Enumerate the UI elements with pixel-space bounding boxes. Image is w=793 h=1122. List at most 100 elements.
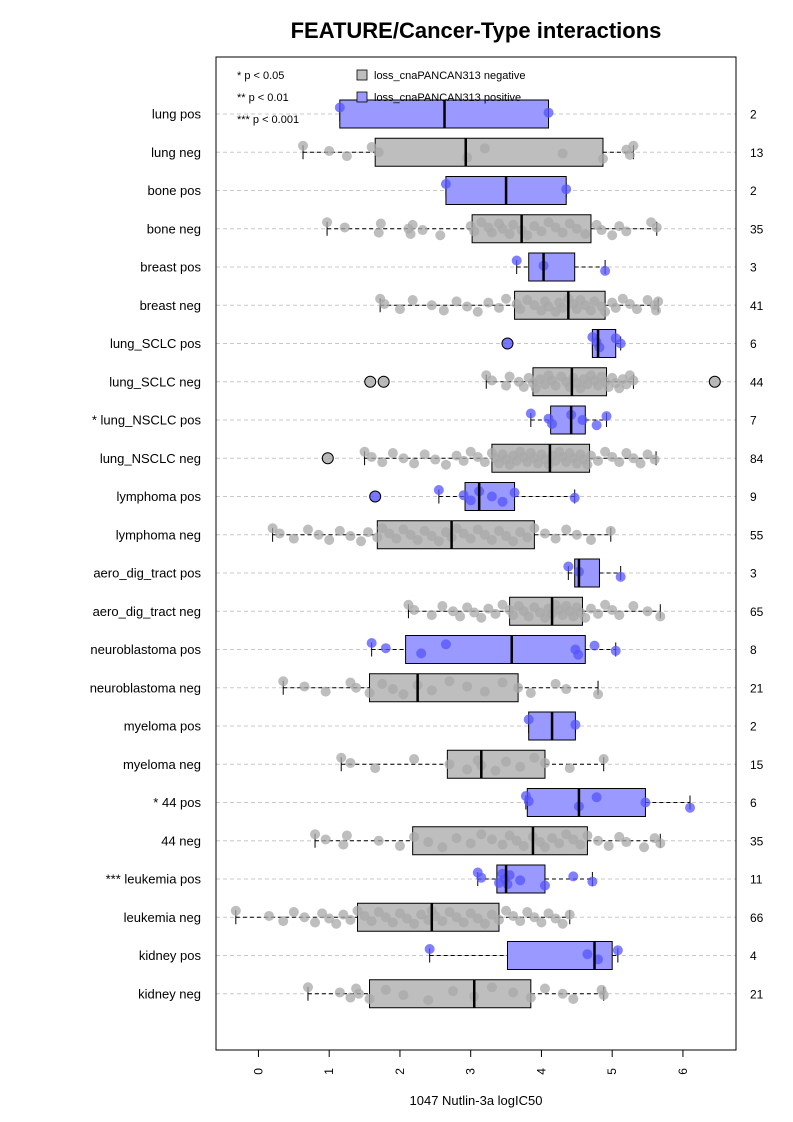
- category-label: leukemia neg: [124, 910, 201, 925]
- data-point: [515, 527, 526, 538]
- data-point: [635, 458, 646, 469]
- data-point: [642, 606, 653, 617]
- data-point: [476, 872, 487, 883]
- count-label: 41: [750, 299, 764, 313]
- data-point: [409, 918, 420, 929]
- data-point: [582, 949, 593, 960]
- data-point: [267, 523, 278, 534]
- data-point: [571, 223, 582, 234]
- data-point: [426, 531, 437, 542]
- data-point: [547, 833, 558, 844]
- count-label: 21: [750, 987, 764, 1001]
- data-point: [373, 227, 384, 238]
- legend-label-positive: loss_cnaPANCAN313 positive: [374, 92, 521, 104]
- count-label: 6: [750, 337, 757, 351]
- data-point: [563, 561, 574, 572]
- data-point: [264, 910, 275, 921]
- data-point: [440, 459, 451, 470]
- data-point: [561, 184, 572, 195]
- data-point: [472, 524, 483, 535]
- legend-swatch-positive: [356, 91, 368, 103]
- data-point: [469, 607, 480, 618]
- data-point: [497, 496, 508, 507]
- data-point: [356, 536, 367, 547]
- data-point: [409, 754, 420, 765]
- data-point: [598, 754, 609, 765]
- count-label: 66: [750, 911, 764, 925]
- data-point: [465, 908, 476, 919]
- data-point: [405, 228, 416, 239]
- data-point: [440, 179, 451, 189]
- data-point: [278, 676, 289, 687]
- count-label: 44: [750, 375, 764, 389]
- data-point: [515, 875, 526, 886]
- data-point: [543, 217, 554, 228]
- outlier-point: [369, 490, 382, 503]
- data-point: [550, 533, 561, 544]
- data-point: [479, 457, 490, 468]
- data-point: [465, 838, 476, 849]
- data-point: [288, 907, 299, 918]
- count-label: 3: [750, 567, 757, 581]
- data-point: [575, 839, 586, 850]
- data-point: [302, 982, 313, 993]
- data-point: [651, 305, 662, 316]
- data-point: [394, 840, 405, 851]
- data-point: [372, 532, 383, 543]
- data-point: [364, 687, 375, 698]
- category-label: aero_dig_tract pos: [93, 566, 201, 581]
- data-point: [486, 534, 497, 545]
- data-point: [522, 907, 533, 918]
- data-point: [513, 682, 524, 693]
- data-point: [359, 446, 370, 457]
- data-point: [417, 225, 428, 236]
- data-point: [380, 984, 391, 995]
- count-label: 4: [750, 949, 757, 963]
- data-point: [593, 608, 604, 619]
- data-point: [607, 230, 618, 241]
- data-point: [437, 842, 448, 853]
- data-point: [398, 990, 409, 1001]
- data-point: [585, 534, 596, 545]
- category-label: bone neg: [147, 221, 201, 236]
- box: [528, 252, 576, 282]
- data-point: [536, 917, 547, 928]
- data-point: [642, 295, 653, 306]
- data-point: [373, 147, 384, 158]
- data-point: [525, 687, 536, 698]
- data-point: [569, 492, 580, 503]
- data-point: [601, 411, 612, 422]
- data-point: [539, 983, 550, 994]
- data-point: [501, 293, 512, 304]
- data-point: [530, 383, 541, 394]
- data-point: [380, 643, 391, 654]
- data-point: [508, 219, 519, 230]
- data-point: [437, 601, 448, 612]
- data-point: [455, 611, 466, 622]
- data-point: [426, 610, 437, 621]
- data-point: [515, 761, 526, 772]
- category-label: *** leukemia pos: [106, 872, 202, 887]
- data-point: [501, 380, 512, 391]
- data-point: [597, 153, 608, 164]
- data-point: [451, 833, 462, 844]
- count-label: 2: [750, 720, 757, 734]
- data-point: [605, 525, 616, 536]
- data-point: [483, 297, 494, 308]
- data-point: [412, 534, 423, 545]
- data-point: [387, 448, 398, 459]
- data-point: [577, 415, 588, 425]
- data-point: [655, 611, 666, 622]
- data-point: [497, 677, 508, 688]
- data-point: [380, 912, 391, 923]
- category-label: myeloma neg: [123, 757, 201, 772]
- data-point: [493, 914, 504, 925]
- data-point: [462, 602, 473, 613]
- data-point: [593, 689, 604, 700]
- data-point: [472, 306, 483, 317]
- data-point: [591, 792, 602, 803]
- data-point: [580, 228, 591, 239]
- data-point: [573, 649, 584, 660]
- data-point: [615, 571, 626, 582]
- data-point: [407, 219, 418, 230]
